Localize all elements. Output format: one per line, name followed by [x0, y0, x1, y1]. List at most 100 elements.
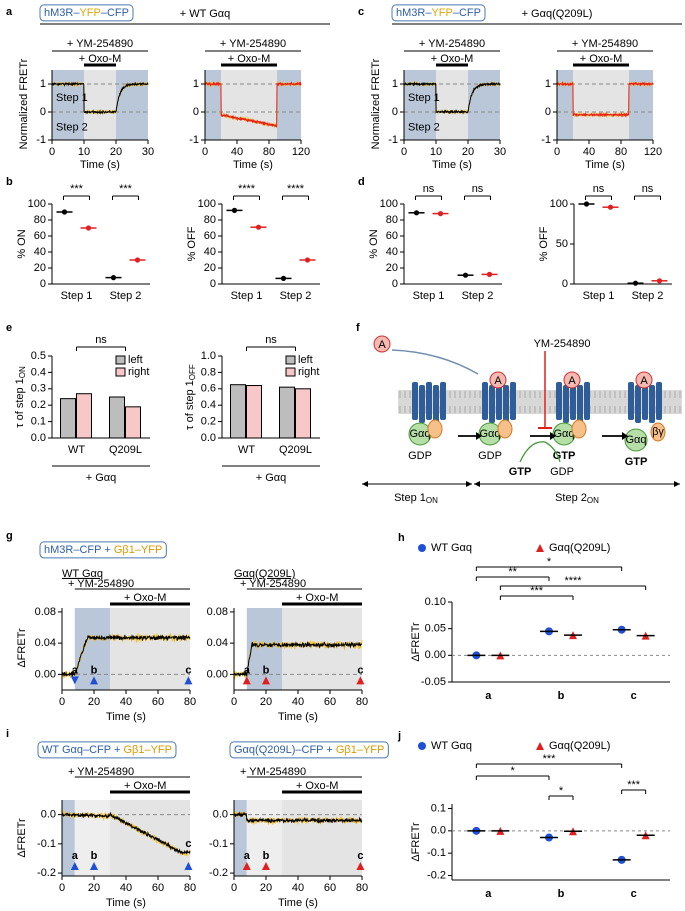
shade — [110, 608, 190, 690]
bar — [246, 385, 262, 439]
shade — [110, 800, 190, 876]
panel-label: b — [6, 176, 13, 188]
y-tick-label: -1 — [36, 134, 46, 146]
x-axis-label: Time (s) — [106, 897, 146, 909]
x-tick-label: 0 — [59, 696, 65, 708]
y-axis-label: % OFF — [186, 226, 198, 261]
legend-label: right — [298, 366, 319, 378]
shade — [205, 70, 221, 140]
drug-label: + YM-254890 — [220, 38, 286, 50]
significance: ns — [593, 183, 605, 195]
y-tick-label: 0.0 — [201, 432, 216, 444]
x-tick-label: WT — [68, 444, 85, 456]
y-tick-label: 50 — [556, 238, 568, 250]
significance: **** — [287, 183, 305, 195]
event-marker — [184, 862, 193, 870]
bar — [60, 398, 76, 439]
event-label: a — [244, 664, 251, 676]
x-tick-label: 80 — [263, 146, 275, 158]
legend-swatch — [285, 367, 296, 377]
ligand-label: A — [640, 375, 648, 387]
receptor-helix — [482, 382, 488, 420]
g-alpha-label: Gαq — [553, 428, 574, 440]
legend-label: left — [298, 354, 313, 366]
receptor-helix — [563, 385, 569, 423]
x-tick-label: 20 — [110, 146, 122, 158]
x-tick-label: Step 1 — [231, 290, 263, 302]
panel-label: d — [358, 176, 365, 188]
y-tick-label: 0.08 — [35, 606, 56, 618]
shade — [629, 70, 653, 140]
x-tick-label: 30 — [494, 146, 506, 158]
significance: *** — [70, 183, 84, 195]
arrow-head — [362, 481, 368, 487]
bar — [76, 393, 92, 439]
construct-box — [37, 741, 177, 759]
plot-title: WT Gαq — [62, 568, 103, 580]
trace — [403, 81, 501, 115]
shade — [282, 608, 362, 690]
agonist-label: + Oxo-M — [124, 780, 166, 792]
x-tick-label: 20 — [88, 696, 100, 708]
legend-marker — [418, 742, 426, 750]
ligand — [635, 371, 653, 389]
ligand-label: A — [494, 375, 502, 387]
x-tick-label: 0 — [231, 882, 237, 894]
x-tick-label: 40 — [292, 882, 304, 894]
x-tick-label: 80 — [356, 882, 368, 894]
construct-part: –CFP — [101, 7, 129, 19]
y-tick-label: -0.2 — [37, 867, 56, 879]
panel-label: c — [358, 6, 364, 18]
x-tick-label: 120 — [292, 146, 310, 158]
x-tick-label: 80 — [184, 882, 196, 894]
significance: * — [511, 765, 516, 777]
receptor-helix — [570, 382, 576, 420]
event-label: a — [72, 850, 79, 862]
receptor-helix — [649, 385, 655, 423]
x-tick-label: 20 — [260, 882, 272, 894]
x-tick-label: 80 — [615, 146, 627, 158]
y-tick-label: 100 — [380, 198, 398, 210]
bar — [279, 386, 295, 439]
legend-label: right — [128, 366, 149, 378]
receptor-helix — [426, 382, 432, 420]
construct-part: –CFP — [453, 7, 481, 19]
y-label-part: τ of step 1 — [184, 380, 196, 430]
x-tick-label: WT — [238, 444, 255, 456]
significance: ns — [95, 334, 107, 346]
agonist-label: + Oxo-M — [124, 592, 166, 604]
gtp-label: GTP — [625, 456, 648, 468]
step-part: Step 1 — [394, 492, 426, 504]
construct: hM3R–CFP + Gβ1–YFP — [44, 544, 162, 556]
x-tick-label: b — [558, 690, 565, 702]
shade — [74, 608, 110, 690]
g-betagamma — [571, 419, 587, 439]
legend-swatch — [115, 355, 126, 365]
step-sub: ON — [587, 496, 599, 505]
y-axis-label: ΔFRETr — [16, 628, 28, 668]
receptor-helix — [656, 382, 662, 420]
y-tick-label: 20 — [204, 262, 216, 274]
note: Step 2 — [56, 121, 88, 133]
significance: ns — [642, 183, 654, 195]
event-marker — [242, 862, 251, 870]
event-label: c — [357, 664, 363, 676]
y-axis-label: Normalized FRETr — [370, 58, 382, 149]
x-tick-label: 60 — [152, 882, 164, 894]
y-tick-label: 100 — [28, 198, 46, 210]
arrow-head — [622, 432, 628, 440]
x-tick-label: c — [631, 690, 637, 702]
shade — [436, 70, 468, 140]
y-tick-label: -0.1 — [427, 847, 446, 859]
construct: hM3R–YFP–CFP — [396, 7, 481, 19]
agonist-label: + Oxo-M — [296, 592, 338, 604]
arrow-head — [476, 432, 482, 440]
x-tick-label: 60 — [324, 882, 336, 894]
event-marker — [262, 862, 270, 870]
construct-part: Gβ1–YFP — [123, 744, 172, 756]
y-tick-label: 0.05 — [425, 623, 446, 635]
x-axis-label: Time (s) — [278, 711, 318, 723]
receptor-helix — [510, 382, 516, 420]
arrow-head — [466, 481, 472, 487]
